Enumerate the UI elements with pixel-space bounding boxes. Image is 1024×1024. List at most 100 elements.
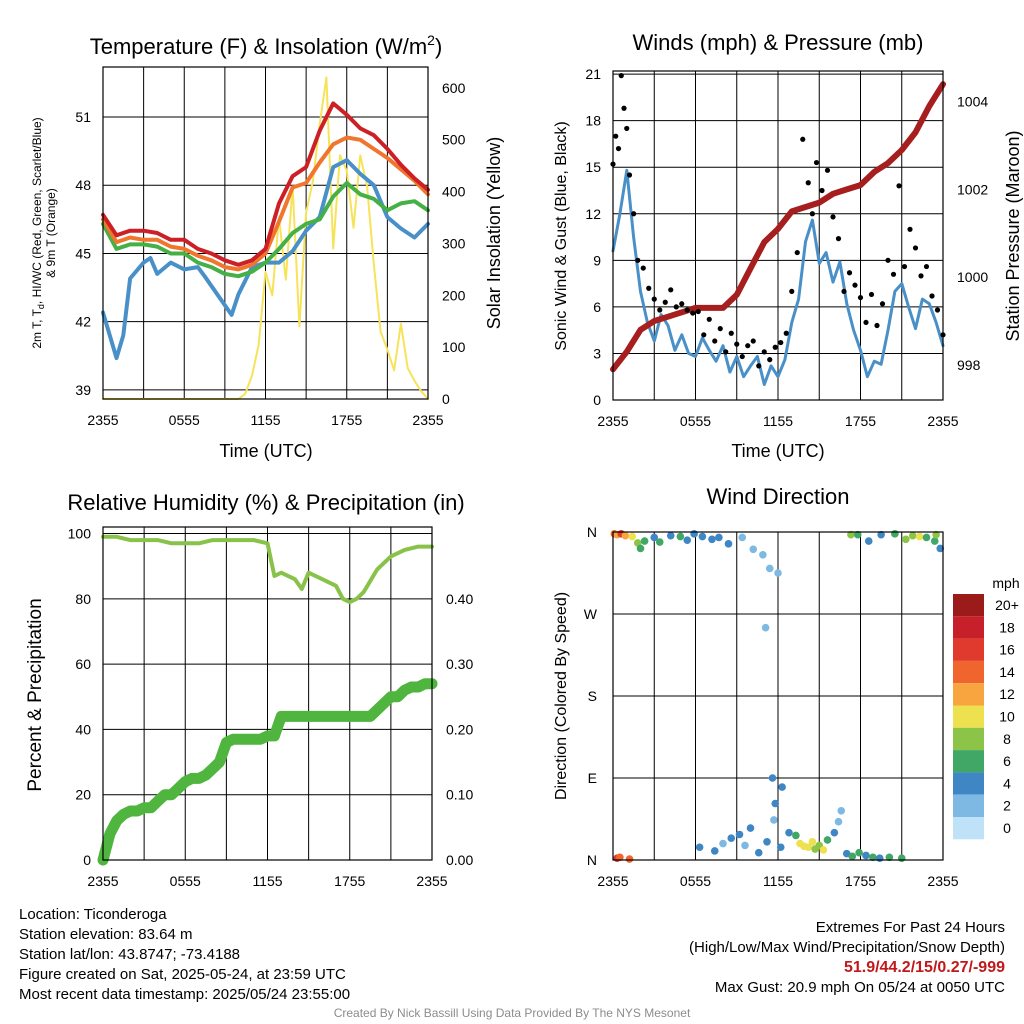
- y-tick-label: 20: [75, 787, 91, 803]
- gust-point: [626, 172, 633, 178]
- legend-label: 8: [1003, 731, 1011, 747]
- gust-point: [841, 288, 847, 294]
- legend-label: 18: [999, 619, 1015, 635]
- x-tick-label: 1155: [252, 873, 282, 889]
- gust-point: [819, 187, 825, 194]
- gust-point: [621, 105, 627, 111]
- gust-point: [890, 271, 897, 277]
- legend-swatch: [953, 772, 984, 795]
- gust-point: [745, 343, 751, 349]
- direction-point: [727, 834, 736, 842]
- y-tick-label: 80: [75, 591, 91, 607]
- temperature-title: Temperature (F) & Insolation (W/m2): [90, 32, 443, 59]
- humidity-title: Relative Humidity (%) & Precipitation (i…: [67, 490, 464, 515]
- direction-point: [808, 837, 817, 846]
- direction-point: [853, 530, 862, 539]
- winds-plot-frame: [612, 70, 944, 401]
- gust-point: [624, 125, 630, 132]
- winds-x-axis-label: Time (UTC): [731, 441, 824, 461]
- gust-point: [896, 183, 902, 189]
- humidity-series: [97, 534, 438, 866]
- y-right-tick-label: 998: [957, 357, 981, 373]
- x-tick-label: 0555: [680, 873, 711, 889]
- station-elevation: Station elevation: 83.64 m: [19, 926, 193, 943]
- gust-point: [783, 330, 789, 336]
- y-tick-label: 18: [585, 113, 601, 129]
- direction-point: [834, 817, 843, 826]
- solar-y-axis-label: Solar Insolation (Yellow): [484, 137, 504, 329]
- temperature-x-axis-label: Time (UTC): [219, 441, 312, 461]
- y-tick-label: 48: [75, 177, 91, 193]
- recent-timestamp: Most recent data timestamp: 2025/05/24 2…: [19, 986, 351, 1003]
- direction-point: [640, 537, 649, 545]
- x-tick-label: 1755: [845, 873, 876, 889]
- figure-created: Figure created on Sat, 2025-05-24, at 23…: [19, 966, 346, 983]
- y-tick-label: 60: [75, 656, 91, 672]
- gust-point: [772, 344, 778, 350]
- pressure-y-axis-label: Station Pressure (Maroon): [1003, 130, 1023, 341]
- speed-colorbar-legend: mph 20+ 18 16 14 12 10 8 6 4 2 0: [953, 575, 1020, 840]
- gust-point: [863, 319, 869, 326]
- legend-swatch: [953, 794, 984, 817]
- winds-title: Winds (mph) & Pressure (mb): [633, 30, 924, 55]
- gust-point: [918, 273, 924, 279]
- direction-point: [666, 531, 675, 540]
- y-right-tick-label: 1000: [957, 269, 988, 285]
- gust-point: [673, 304, 679, 310]
- y-right-tick-label: 100: [442, 339, 466, 355]
- x-tick-label: 2355: [597, 873, 628, 889]
- direction-point: [875, 854, 884, 862]
- max-gust: Max Gust: 20.9 mph On 05/24 at 0050 UTC: [714, 979, 1005, 996]
- x-tick-label: 2355: [87, 412, 118, 428]
- y-right-tick-label: 0.00: [446, 852, 473, 868]
- y-tick-label: 3: [593, 345, 601, 361]
- humidity-tick-labels: 2355 0555 1155 1755 2355 0 20 40 60 80 100 0.00 0.10…: [68, 526, 474, 889]
- direction-point: [823, 836, 832, 844]
- gust-point: [830, 214, 836, 220]
- direction-point: [695, 843, 704, 852]
- gust-point: [868, 291, 875, 298]
- direction-point: [902, 535, 910, 544]
- legend-swatch: [953, 660, 984, 684]
- direction-point: [915, 532, 924, 541]
- gust-point: [618, 73, 624, 79]
- temp-2m-line: [101, 101, 430, 267]
- gust-point: [778, 339, 784, 346]
- direction-point: [885, 853, 894, 862]
- direction-tick-label: N: [587, 524, 597, 540]
- direction-point: [768, 774, 777, 782]
- legend-swatch: [953, 750, 984, 773]
- y-right-tick-label: 0: [442, 391, 450, 407]
- humidity-panel: Relative Humidity (%) & Precipitation (i…: [25, 490, 473, 889]
- direction-point: [738, 533, 747, 542]
- direction-point: [724, 540, 733, 548]
- direction-point: [930, 537, 939, 545]
- direction-point: [746, 824, 755, 832]
- gust-point: [874, 322, 880, 329]
- direction-point: [864, 537, 873, 545]
- x-tick-label: 0555: [680, 413, 711, 429]
- y-tick-label: 40: [75, 721, 91, 737]
- temperature-panel: Temperature (F) & Insolation (W/m2) 2355…: [30, 32, 504, 461]
- direction-point: [625, 855, 634, 863]
- direction-point: [749, 545, 758, 554]
- direction-point: [621, 531, 630, 540]
- y-right-tick-label: 0.10: [446, 787, 473, 803]
- gust-point: [835, 236, 842, 242]
- direction-point: [774, 569, 782, 577]
- y-tick-label: 9: [593, 252, 601, 268]
- gust-point: [701, 332, 707, 338]
- direction-point: [741, 841, 749, 850]
- relative-humidity-line: [101, 534, 434, 605]
- gust-point: [929, 293, 935, 299]
- y-tick-label: 21: [585, 66, 601, 82]
- legend-label: 12: [999, 686, 1015, 702]
- direction-point: [715, 533, 723, 542]
- direction-point: [837, 807, 846, 815]
- direction-point: [754, 848, 763, 857]
- direction-point: [770, 816, 778, 824]
- station-location: Location: Ticonderoga: [19, 906, 167, 923]
- gust-point: [912, 245, 919, 251]
- gust-point: [800, 136, 806, 142]
- x-tick-label: 2355: [416, 873, 447, 889]
